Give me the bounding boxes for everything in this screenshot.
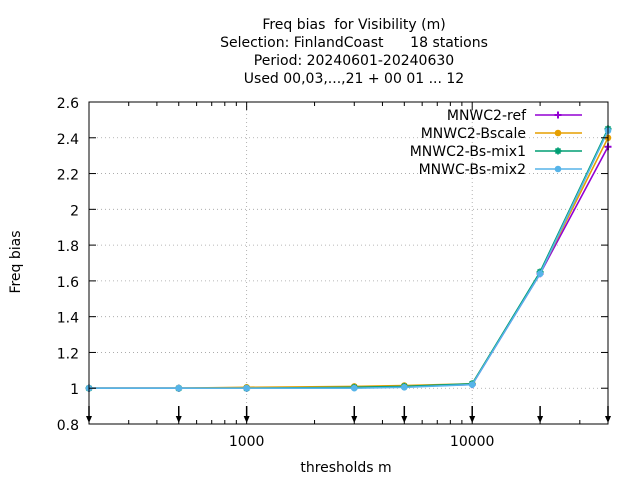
y-tick-label: 0.8 [57,418,79,434]
y-tick-label: 1.2 [57,346,79,362]
data-point [401,384,408,391]
plot-frame [88,101,609,425]
data-point [536,270,544,278]
series-mnwc-bs-mix2 [85,127,612,392]
threshold-arrow-head [401,416,408,423]
grid [89,102,608,424]
series-lines [85,125,612,392]
x-tick-label: 10000 [450,434,495,450]
series-line [89,137,609,390]
legend-marker [554,111,562,119]
x-tick-label: 1000 [229,434,265,450]
legend-marker [554,165,562,173]
title-line: Period: 20240601-20240630 [254,53,454,69]
y-tick-label: 2.2 [57,168,79,184]
y-tick-label: 1.8 [57,239,79,255]
legend-marker [554,129,562,137]
y-tick-label: 2.6 [57,96,79,112]
threshold-arrows [86,406,611,423]
x-axis-label: thresholds m [300,460,391,476]
legend-marker [554,147,562,155]
y-tick-label: 1.6 [57,275,79,291]
series-line [89,146,609,390]
threshold-arrow-head [175,416,182,423]
series-line [89,128,609,390]
series-line [89,130,609,390]
y-tick-label: 2.4 [57,132,79,148]
legend-label: MNWC2-ref [447,108,527,124]
y-tick-label: 1.4 [57,311,79,327]
legend-label: MNWC2-Bs-mix1 [410,144,526,160]
legend-label: MNWC2-Bscale [421,126,526,142]
axis-ticks: 0.8 1 1.2 1.4 1.6 1.8 2 2.2 2.4 2.6 1000 10000 [57,96,609,450]
y-tick-label: 2 [70,203,79,219]
y-axis-label: Freq bias [8,230,24,293]
chart-title: Freq bias for Visibility (m) Selection: F… [220,17,488,87]
series-mnwc2-bs-mix1 [85,125,612,392]
title-line: Freq bias for Visibility (m) [262,17,445,33]
series-mnwc2-bscale [85,134,612,392]
threshold-arrow-head [537,416,544,423]
data-point [175,384,183,392]
threshold-arrow-head [351,416,358,423]
legend-label: MNWC-Bs-mix2 [419,162,526,178]
data-point [350,384,358,392]
title-line: Used 00,03,...,21 + 00 01 ... 12 [244,71,464,87]
series-mnwc2-ref [85,143,612,392]
title-line: Selection: FinlandCoast 18 stations [220,35,488,51]
y-tick-label: 1 [70,382,79,398]
data-point [468,381,476,388]
legend: MNWC2-ref MNWC2-Bscale MNWC2-Bs-mix1 MNWC-B… [410,108,582,178]
data-point [243,384,250,392]
